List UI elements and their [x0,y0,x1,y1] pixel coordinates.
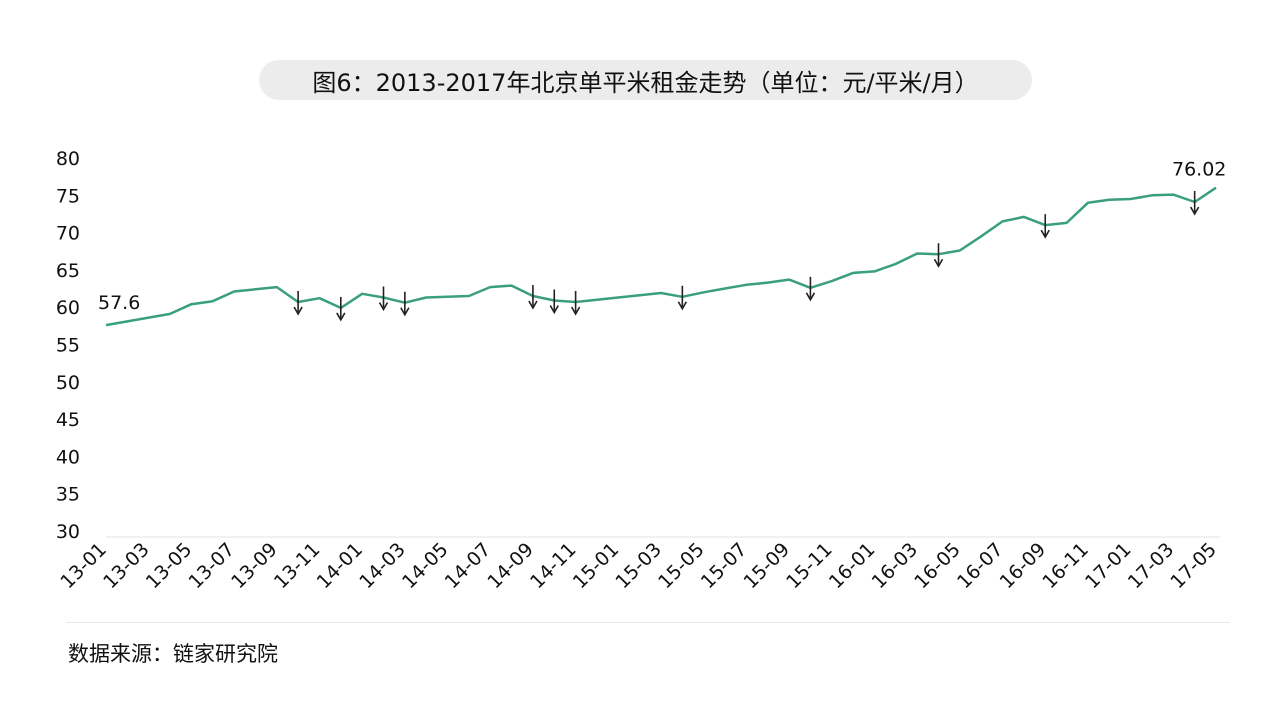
x-tick-label: 14-05 [398,539,453,594]
y-tick-label: 80 [56,148,80,170]
y-tick-label: 45 [56,409,80,431]
x-tick-label: 15-03 [611,539,666,594]
line-chart: 303540455055606570758013-0113-0313-0513-… [56,148,1227,594]
down-arrow-head [805,292,816,302]
x-tick-label: 13-11 [270,539,325,594]
data-label: 57.6 [98,292,140,314]
data-source: 数据来源：链家研究院 [68,642,278,666]
x-tick-label: 14-11 [526,539,581,594]
data-label: 76.02 [1172,159,1226,181]
y-tick-label: 35 [56,484,80,506]
down-arrow-head [933,258,944,268]
down-arrow-head [549,305,559,315]
x-tick-label: 15-05 [654,539,709,594]
x-tick-label: 13-03 [99,539,154,594]
x-tick-label: 15-11 [782,539,837,594]
x-tick-label: 16-07 [953,539,1008,594]
down-arrow-head [528,300,538,310]
down-arrow-head [293,306,303,316]
down-arrow-head [400,307,410,317]
down-arrow-head [336,312,346,322]
x-tick-label: 13-05 [142,539,197,594]
down-arrow-head [1040,229,1050,239]
y-tick-label: 55 [56,335,80,357]
down-arrow-head [570,306,581,316]
x-tick-label: 13-01 [56,539,111,594]
source-divider [66,622,1230,623]
y-tick-label: 60 [56,297,80,319]
x-tick-label: 15-07 [697,539,752,594]
down-arrow-head [378,302,389,312]
series-line [105,186,1217,327]
y-tick-label: 70 [56,223,80,245]
x-tick-label: 17-01 [1081,539,1136,594]
chart-title: 图6：2013-2017年北京单平米租金走势（单位：元/平米/月） [312,68,979,97]
x-tick-label: 16-01 [825,539,880,594]
x-tick-label: 16-09 [996,539,1051,594]
x-tick-label: 14-07 [441,539,496,594]
y-tick-label: 65 [56,260,80,282]
y-tick-label: 75 [56,185,80,207]
x-tick-label: 15-01 [569,539,624,594]
down-arrow-head [1189,206,1200,216]
x-tick-label: 14-01 [313,539,368,594]
x-tick-label: 15-09 [739,539,794,594]
x-tick-label: 13-07 [184,539,239,594]
x-tick-label: 14-09 [483,539,538,594]
x-tick-label: 14-03 [355,539,410,594]
x-tick-label: 17-03 [1124,539,1179,594]
chart-title-pill: 图6：2013-2017年北京单平米租金走势（单位：元/平米/月） [259,60,1032,100]
down-arrow-head [677,301,688,311]
x-tick-label: 13-09 [227,539,282,594]
y-tick-label: 40 [56,446,80,468]
x-tick-label: 16-03 [868,539,923,594]
x-tick-label: 17-05 [1166,539,1221,594]
y-tick-label: 50 [56,372,80,394]
y-tick-label: 30 [56,521,80,543]
x-tick-label: 16-11 [1038,539,1093,594]
x-tick-label: 16-05 [910,539,965,594]
